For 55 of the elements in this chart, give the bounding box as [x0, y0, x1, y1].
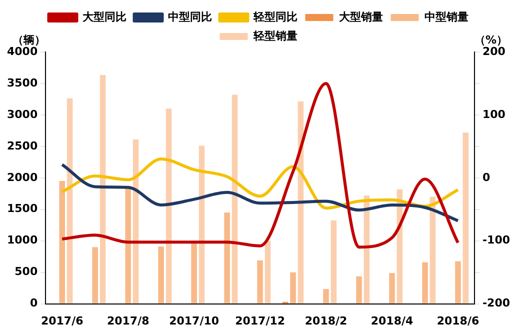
y-tick-label: 2000	[6, 170, 38, 184]
line-series	[60, 82, 460, 249]
y-tick-label: 1500	[6, 202, 38, 216]
legend-label: 大型销量	[338, 10, 383, 24]
line-series	[60, 158, 460, 210]
bar	[100, 74, 106, 304]
bar	[264, 240, 271, 304]
y2-tick-label: 100	[482, 108, 506, 121]
y-tick-label: 0	[30, 296, 38, 310]
y-tick-label: 3500	[6, 76, 38, 90]
bar	[198, 146, 205, 304]
bar	[430, 196, 436, 304]
y-tick-label: 2500	[6, 139, 38, 152]
legend-label: 轻型销量	[252, 29, 298, 42]
legend-label: 轻型同比	[252, 10, 298, 24]
y-tick-label: 1000	[6, 234, 38, 247]
bar	[132, 140, 139, 304]
x-tick-label: 2018/4	[370, 314, 414, 328]
bar	[224, 212, 230, 304]
bar	[158, 246, 164, 304]
x-tick-label: 2017/12	[235, 314, 286, 328]
x-tick-label: 2017/10	[169, 314, 220, 328]
bar	[356, 276, 362, 304]
bar	[257, 260, 263, 304]
bar	[389, 272, 395, 304]
y2-tick-label: -100	[482, 234, 510, 247]
legend-label: 大型同比	[82, 10, 126, 24]
bar	[232, 94, 238, 304]
bar	[462, 132, 469, 304]
y-axis-title: （辆）	[12, 33, 46, 46]
y2-tick-label: 200	[482, 44, 506, 58]
x-tick-label: 2018/2	[304, 314, 348, 328]
line-series	[60, 163, 460, 222]
bar	[92, 247, 98, 304]
y-tick-label: 4000	[6, 44, 38, 58]
bar	[125, 187, 131, 304]
bar	[455, 261, 461, 304]
bar	[166, 108, 172, 304]
x-tick-label: 2017/6	[40, 314, 84, 328]
y2-tick-label: -200	[482, 296, 510, 310]
x-tick-label: 2018/6	[436, 314, 480, 328]
bar	[59, 181, 65, 304]
bar	[290, 272, 296, 304]
y-tick-label: 3000	[6, 108, 38, 121]
legend-label: 中型同比	[168, 10, 212, 24]
x-tick-label: 2017/8	[106, 314, 150, 328]
bar	[191, 240, 197, 304]
bar	[330, 220, 337, 304]
bar	[66, 98, 73, 304]
y-tick-label: 500	[14, 265, 38, 278]
bar	[323, 289, 329, 304]
legend-label: 中型销量	[424, 10, 468, 24]
y2-axis-title: （%）	[474, 33, 508, 46]
bar	[422, 262, 428, 304]
y2-tick-label: 0	[482, 170, 490, 184]
